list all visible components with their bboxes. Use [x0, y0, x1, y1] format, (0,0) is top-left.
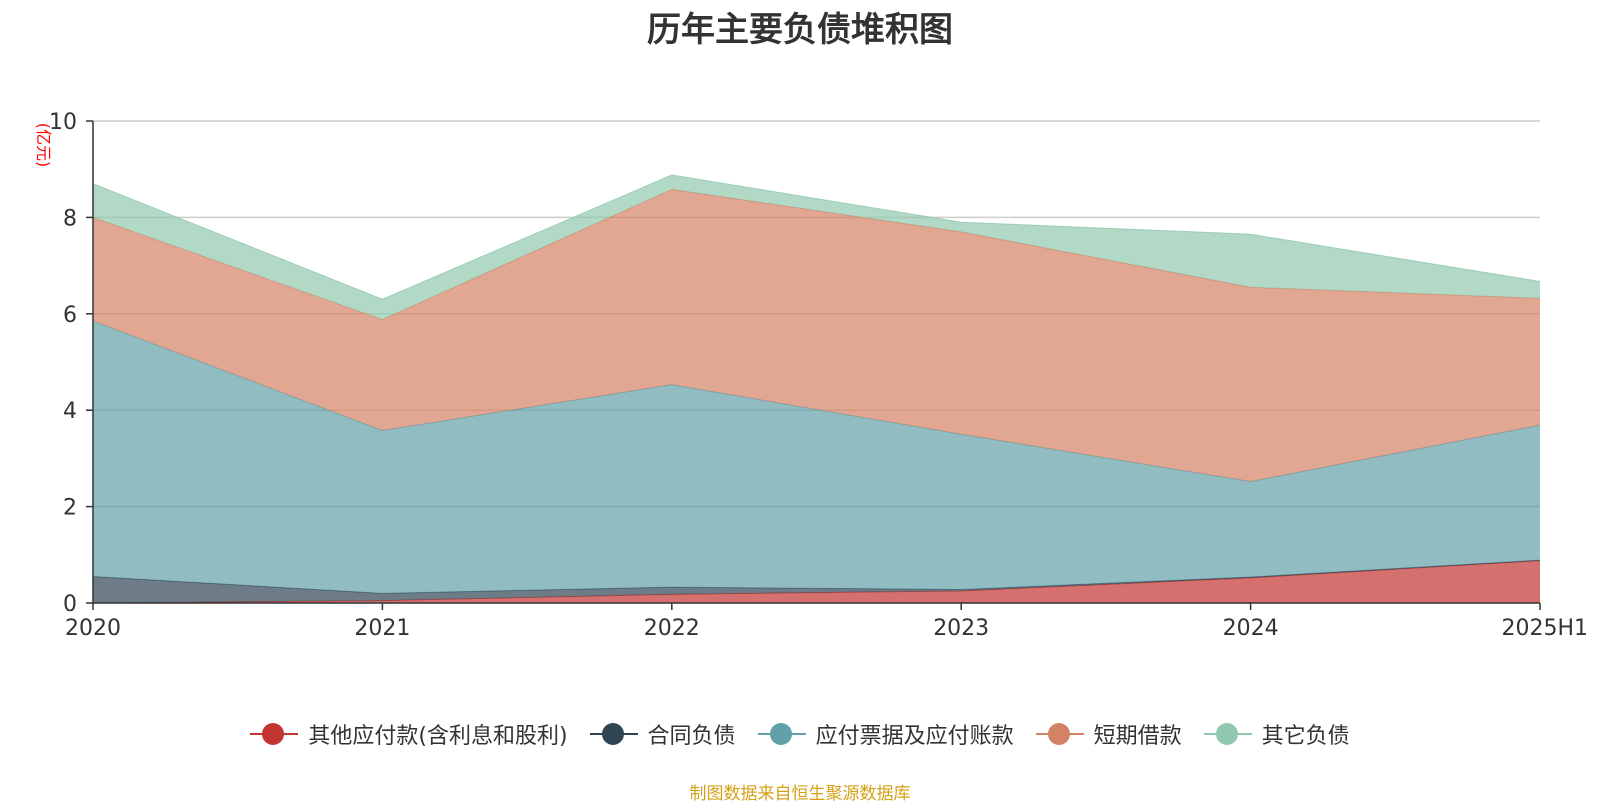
x-tick-label: 2024 [1223, 616, 1279, 641]
area-series-2 [93, 321, 1540, 594]
legend-item-0[interactable]: 其他应付款(含利息和股利) [250, 718, 568, 750]
y-tick-label: 0 [63, 592, 77, 617]
x-tick-label: 2022 [644, 616, 700, 641]
legend-label: 其它负债 [1261, 724, 1350, 749]
x-tick-label: 2021 [354, 616, 410, 641]
legend-item-4[interactable]: 其它负债 [1203, 718, 1350, 750]
x-tick-label: 2023 [933, 616, 989, 641]
legend-label: 应付票据及应付账款 [815, 724, 1014, 749]
y-unit-label: (亿元) [34, 123, 53, 168]
area-series-3 [93, 189, 1540, 482]
legend-item-1[interactable]: 合同负债 [589, 718, 736, 750]
legend-marker-icon [757, 722, 806, 746]
legend-label: 其他应付款(含利息和股利) [308, 724, 568, 749]
legend-marker-icon [250, 722, 299, 746]
y-tick-label: 4 [63, 399, 77, 424]
area-series [92, 174, 1541, 604]
legend-label: 短期借款 [1093, 724, 1182, 749]
legend: 其他应付款(含利息和股利) 合同负债 应付票据及应付账款 短期借款 其它负债 [0, 718, 1600, 750]
y-tick-label: 8 [63, 206, 77, 231]
area-line-4 [92, 174, 1541, 300]
area-series-4 [93, 174, 1540, 320]
legend-marker-icon [1035, 722, 1084, 746]
legend-marker-icon [589, 722, 638, 746]
legend-item-2[interactable]: 应付票据及应付账款 [757, 718, 1014, 750]
y-tick-label: 10 [49, 110, 77, 135]
source-note: 制图数据来自恒生聚源数据库 [689, 784, 911, 804]
x-tick-label: 2020 [65, 616, 121, 641]
legend-item-3[interactable]: 短期借款 [1035, 718, 1182, 750]
x-tick-label: 2025H1 [1501, 616, 1588, 641]
y-tick-label: 2 [63, 496, 77, 521]
axes: 0 2 4 6 8 10 2020 2021 2022 2023 2024 2025H1 [49, 110, 1588, 641]
legend-marker-icon [1203, 722, 1252, 746]
legend-label: 合同负债 [647, 724, 736, 749]
y-tick-label: 6 [63, 303, 77, 328]
chart-title: 历年主要负债堆积图 [647, 10, 953, 50]
area-series-0 [93, 560, 1540, 603]
